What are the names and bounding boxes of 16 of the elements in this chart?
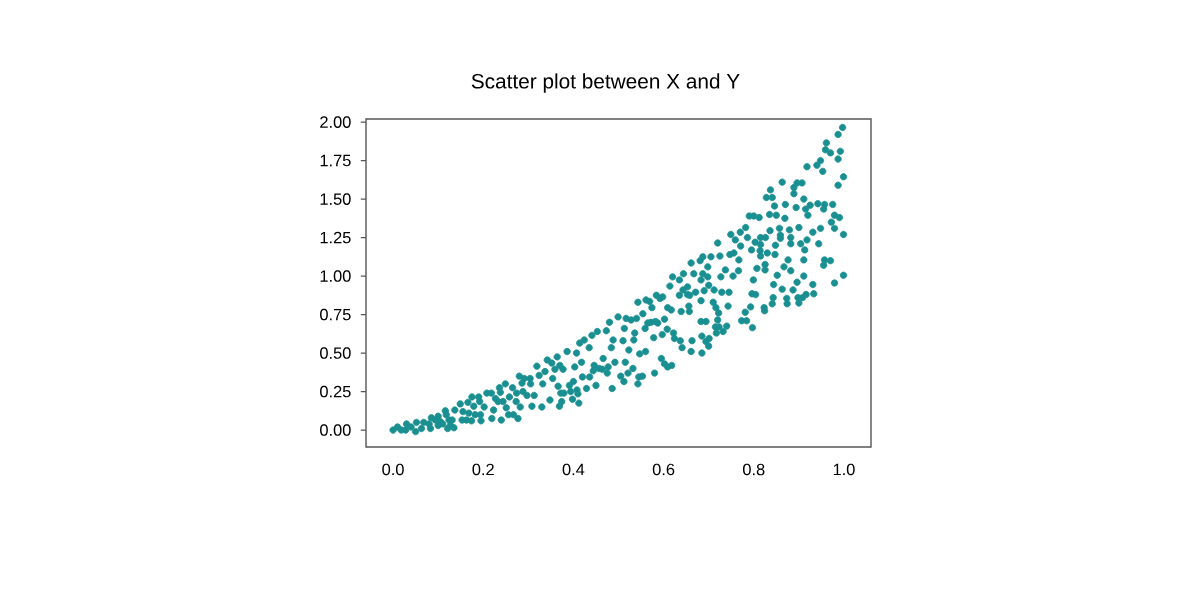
x-tick-label: 0.0 xyxy=(382,463,404,476)
y-tick-label: 2.00 xyxy=(320,116,351,128)
chart-title: Scatter plot between X and Y xyxy=(471,73,740,93)
y-tick-label: 1.25 xyxy=(320,231,351,244)
y-tick-label: 1.00 xyxy=(320,270,351,282)
x-tick-label: 0.4 xyxy=(562,463,585,476)
y-tick-label: 0.75 xyxy=(320,308,351,321)
x-tick-label: 0.6 xyxy=(652,463,675,476)
x-tick-label: 0.2 xyxy=(472,463,494,476)
y-tick-label: 0.00 xyxy=(320,424,351,436)
x-tick-label: 0.8 xyxy=(743,463,765,476)
y-tick-label: 1.50 xyxy=(320,193,351,205)
y-tick-label: 0.25 xyxy=(320,385,351,398)
y-tick-label: 0.50 xyxy=(320,347,351,359)
y-tick-label: 1.75 xyxy=(320,154,351,167)
x-tick-label: 1.0 xyxy=(833,463,855,476)
